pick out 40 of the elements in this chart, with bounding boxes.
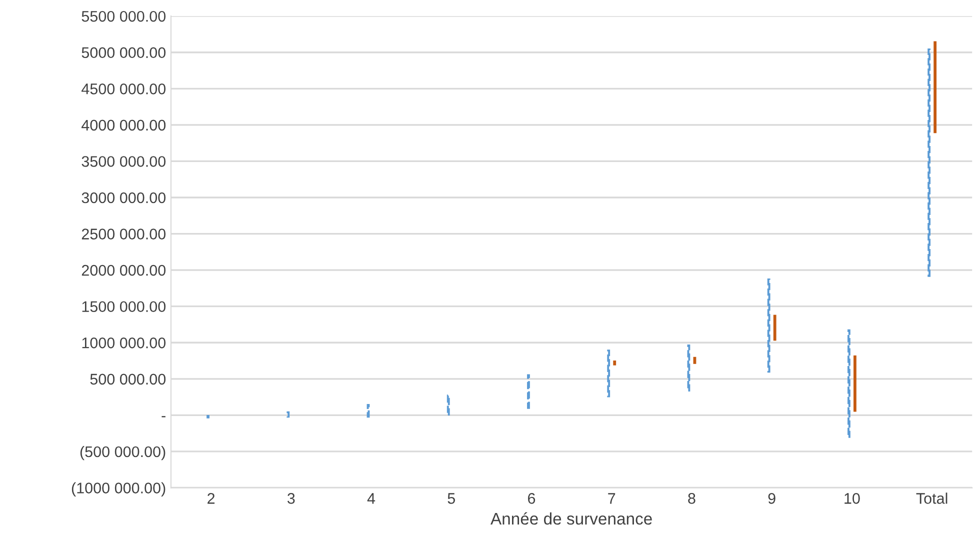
y-tick-label: 1000 000.00 bbox=[82, 337, 166, 348]
bar bbox=[366, 404, 370, 418]
x-axis-title: Année de survenance bbox=[490, 512, 652, 525]
y-tick-label: 2500 000.00 bbox=[82, 228, 166, 240]
bar bbox=[773, 314, 776, 341]
bar bbox=[767, 278, 770, 373]
y-tick-label: 4000 000.00 bbox=[82, 120, 166, 131]
y-tick-label: 5500 000.00 bbox=[82, 10, 166, 22]
x-tick-label: 2 bbox=[208, 493, 215, 504]
bar bbox=[286, 411, 290, 418]
x-tick-label: 6 bbox=[528, 493, 536, 504]
x-tick-label: 9 bbox=[768, 493, 776, 504]
x-tick-label: Total bbox=[916, 492, 948, 504]
bar bbox=[613, 360, 616, 366]
bar bbox=[446, 394, 450, 416]
x-tick-label: 3 bbox=[287, 493, 295, 504]
y-tick-label: - bbox=[162, 416, 166, 418]
y-tick-label: 2000 000.00 bbox=[82, 264, 166, 276]
x-tick-label: 5 bbox=[448, 493, 455, 504]
bar bbox=[527, 374, 530, 409]
bar bbox=[847, 329, 850, 438]
y-tick-label: 5000 000.00 bbox=[82, 47, 166, 58]
y-tick-label: 3500 000.00 bbox=[82, 156, 166, 167]
bar bbox=[928, 48, 931, 277]
y-tick-label: 1500 000.00 bbox=[82, 301, 166, 312]
x-tick-label: 7 bbox=[608, 493, 616, 504]
bar bbox=[853, 355, 856, 412]
bar bbox=[693, 356, 696, 364]
y-tick-label: (500 000.00) bbox=[80, 446, 166, 460]
y-tick-label: (1000 000.00) bbox=[72, 482, 166, 496]
bar bbox=[607, 350, 610, 398]
y-tick-label: 500 000.00 bbox=[90, 374, 166, 385]
y-tick-label: 4500 000.00 bbox=[82, 84, 166, 94]
x-tick-label: 8 bbox=[688, 493, 696, 504]
x-tick-label: 10 bbox=[844, 493, 860, 504]
x-tick-label: 4 bbox=[367, 493, 376, 504]
bar bbox=[206, 414, 210, 418]
bar bbox=[687, 344, 690, 392]
bar bbox=[934, 41, 937, 134]
y-tick-label: 3000 000.00 bbox=[82, 192, 166, 204]
